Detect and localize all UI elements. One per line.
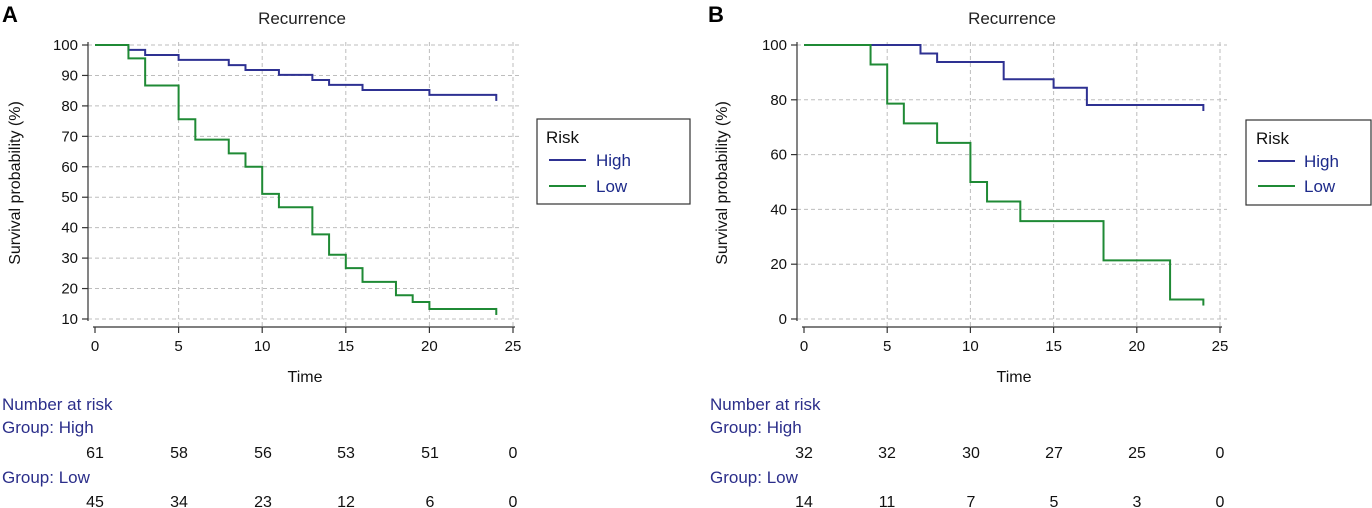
risk-group-label-low: Group: Low	[2, 468, 91, 487]
y-tick-label: 60	[61, 159, 78, 176]
y-tick-label: 80	[61, 98, 78, 115]
risk-group-label-high: Group: High	[710, 418, 802, 437]
x-tick-label: 10	[254, 338, 271, 355]
panel-a: A Recurrence Time Survival probability (…	[2, 2, 691, 508]
y-tick-label: 40	[61, 220, 78, 237]
x-tick-label: 20	[1128, 338, 1145, 355]
y-tick-label: 60	[770, 147, 787, 164]
y-axis-label: Survival probability (%)	[714, 101, 731, 265]
risk-count: 6	[426, 494, 435, 508]
x-tick-label: 15	[1045, 338, 1062, 355]
risk-count: 0	[509, 445, 518, 462]
risk-group-label-low: Group: Low	[710, 468, 799, 487]
x-tick-label: 20	[421, 338, 438, 355]
x-tick-label: 25	[1212, 338, 1229, 355]
x-tick-label: 0	[91, 338, 99, 355]
y-tick-label: 40	[770, 201, 787, 218]
chart-title: Recurrence	[258, 9, 346, 28]
risk-count: 51	[421, 445, 439, 462]
risk-count: 0	[1216, 445, 1225, 462]
risk-count: 61	[86, 445, 104, 462]
survival-curve-low	[804, 44, 1204, 301]
legend-title: Risk	[546, 128, 580, 147]
y-tick-label: 100	[53, 37, 78, 54]
legend-label-high: High	[1304, 152, 1339, 171]
chart-title: Recurrence	[968, 9, 1056, 28]
legend-box	[536, 118, 691, 205]
risk-table: Number at risk Group: High Group: Low 61…	[2, 395, 518, 508]
risk-count: 32	[795, 445, 813, 462]
risk-count: 56	[254, 445, 272, 462]
risk-count: 23	[254, 494, 272, 508]
x-tick-label: 10	[962, 338, 979, 355]
legend-label-low: Low	[596, 177, 628, 196]
x-tick-label: 25	[505, 338, 522, 355]
risk-count: 34	[170, 494, 188, 508]
panel-label: B	[708, 2, 724, 27]
x-tick-label: 0	[800, 338, 808, 355]
survival-curve-low	[95, 44, 497, 310]
legend: Risk High Low	[1245, 119, 1372, 206]
risk-count: 32	[878, 445, 896, 462]
risk-group-label-high: Group: High	[2, 418, 94, 437]
risk-count: 30	[962, 445, 980, 462]
x-tick-label: 5	[883, 338, 891, 355]
y-tick-label: 0	[779, 311, 787, 328]
y-tick-label: 50	[61, 189, 78, 206]
risk-count: 27	[1045, 445, 1063, 462]
x-tick-label: 5	[174, 338, 182, 355]
legend-label-high: High	[596, 151, 631, 170]
legend-label-low: Low	[1304, 177, 1336, 196]
risk-count: 0	[1216, 494, 1225, 508]
legend-box	[1245, 119, 1372, 206]
risk-count: 11	[879, 494, 896, 508]
y-tick-label: 80	[770, 92, 787, 109]
risk-count: 45	[86, 494, 104, 508]
risk-count: 12	[337, 494, 355, 508]
panel-label: A	[2, 2, 18, 27]
y-tick-label: 30	[61, 250, 78, 267]
legend-title: Risk	[1256, 129, 1290, 148]
risk-table-header: Number at risk	[2, 395, 113, 414]
y-tick-label: 90	[61, 67, 78, 84]
y-tick-label: 100	[762, 37, 787, 54]
risk-count: 5	[1050, 494, 1059, 508]
survival-curve-high	[95, 44, 497, 96]
risk-count: 14	[795, 494, 813, 508]
y-tick-label: 10	[61, 311, 78, 328]
x-axis-label: Time	[288, 369, 323, 386]
survival-curve-high	[804, 44, 1204, 107]
x-axis-label: Time	[997, 369, 1032, 386]
risk-count: 53	[337, 445, 355, 462]
y-tick-label: 20	[770, 256, 787, 273]
risk-count: 7	[967, 494, 976, 508]
risk-count: 3	[1133, 494, 1142, 508]
x-tick-label: 15	[337, 338, 354, 355]
legend: Risk High Low	[536, 118, 691, 205]
y-tick-label: 20	[61, 281, 78, 298]
risk-table-header: Number at risk	[710, 395, 821, 414]
risk-table: Number at risk Group: High Group: Low 32…	[710, 395, 1225, 508]
risk-count: 58	[170, 445, 188, 462]
risk-count: 25	[1128, 445, 1146, 462]
y-tick-label: 70	[61, 128, 78, 145]
panel-b: B Recurrence Time Survival probability (…	[708, 2, 1372, 508]
y-axis-label: Survival probability (%)	[7, 101, 24, 265]
risk-count: 0	[509, 494, 518, 508]
